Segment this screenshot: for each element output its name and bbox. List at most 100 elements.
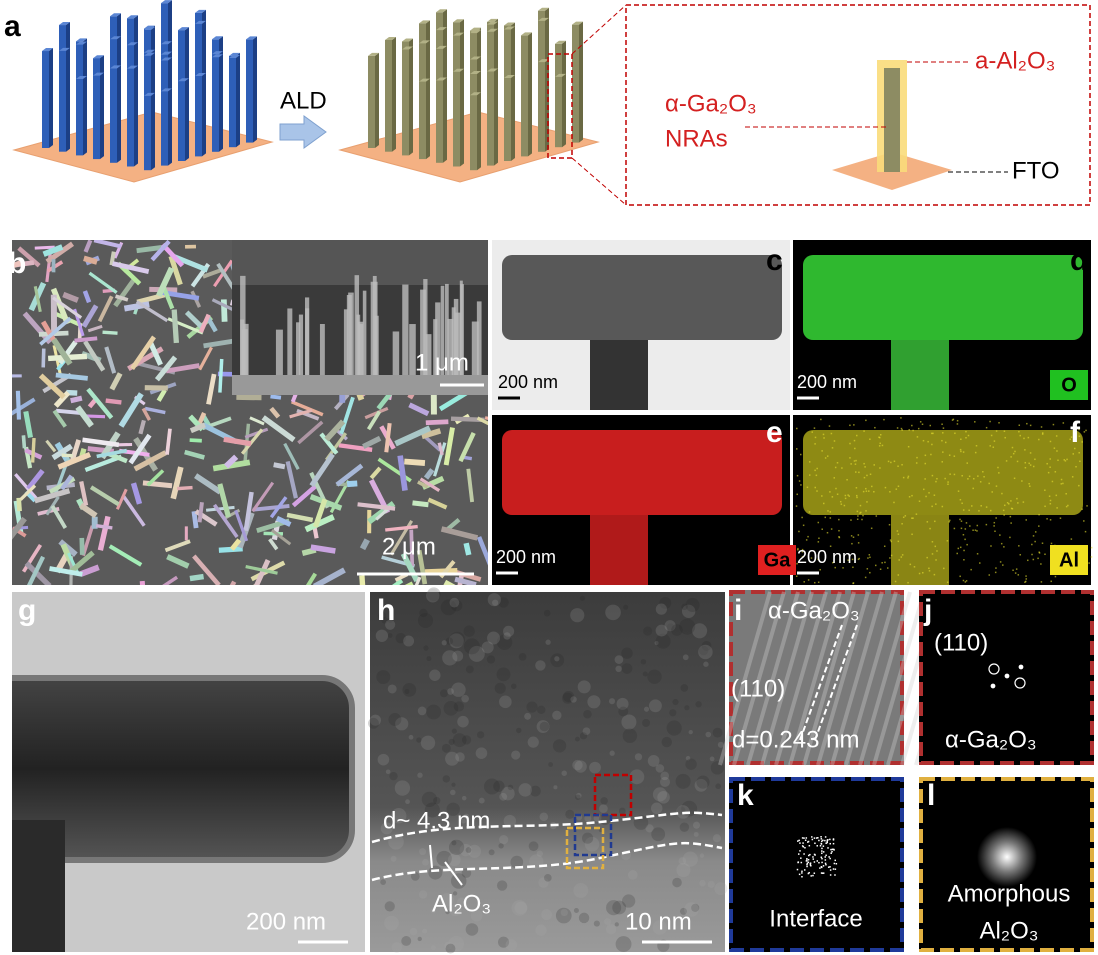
fft-speckle: [802, 842, 804, 844]
speckle: [926, 556, 928, 559]
speckle: [1057, 459, 1059, 462]
texture: [436, 850, 452, 867]
speckle: [851, 542, 853, 545]
fft-speckle: [812, 858, 815, 860]
nanorod: [83, 255, 98, 265]
nanorod: [55, 372, 88, 381]
speckle: [819, 568, 821, 571]
fft-speckle: [798, 839, 800, 842]
speckle: [856, 510, 859, 513]
texture: [447, 853, 461, 867]
nanorod: [443, 427, 455, 466]
fft-speckle: [827, 839, 829, 841]
texture: [685, 598, 700, 613]
nanorod: [270, 529, 292, 546]
speckle: [862, 514, 864, 517]
nanorod: [424, 435, 442, 452]
speckle: [1054, 575, 1057, 578]
texture: [459, 843, 472, 857]
highlight-box: [547, 53, 573, 159]
speckle: [988, 482, 990, 485]
speckle: [1041, 542, 1044, 544]
texture: [582, 832, 594, 844]
speckle: [820, 418, 822, 421]
nanorod-top: [161, 51, 172, 55]
fft-speckle: [803, 853, 805, 855]
nanorod: [291, 482, 319, 508]
inset-image: [729, 777, 904, 952]
speckle: [888, 523, 891, 526]
speckle: [821, 495, 823, 497]
nanorod: [191, 511, 199, 529]
arrow: [279, 115, 327, 149]
panel-label: l: [927, 779, 935, 812]
speckle: [865, 490, 868, 492]
texture: [622, 894, 636, 908]
speckle: [838, 529, 840, 532]
fft-speckle: [824, 836, 827, 838]
speckle: [965, 430, 967, 433]
speckle: [1053, 447, 1056, 449]
speckle: [826, 455, 829, 457]
nanorod-side: [117, 65, 121, 163]
speckle: [1074, 433, 1077, 436]
speckle: [998, 422, 1000, 424]
texture: [376, 670, 391, 685]
texture: [496, 880, 508, 891]
speckle: [947, 481, 949, 483]
speckle: [990, 434, 993, 437]
fft-speckle: [813, 837, 816, 839]
nanorod: [212, 459, 251, 472]
speckle: [814, 443, 816, 445]
nanorod: [83, 240, 93, 253]
fft-speckle: [826, 840, 828, 843]
speckle: [834, 466, 837, 469]
speckle: [1040, 581, 1043, 583]
inset-sky: [232, 240, 488, 285]
nanorod: [354, 275, 360, 375]
speckle: [838, 536, 840, 538]
speckle: [1078, 435, 1081, 438]
texture: [574, 760, 587, 773]
nanorod-top: [419, 78, 430, 82]
fft-speckle: [803, 869, 806, 871]
texture: [655, 764, 665, 773]
fft-speckle: [832, 839, 835, 841]
speckle: [1032, 558, 1035, 561]
nanorod: [312, 498, 328, 528]
speckle: [866, 474, 868, 477]
speckle: [916, 456, 918, 459]
lattice-fringe: [872, 591, 926, 766]
nanorod-top: [521, 32, 532, 36]
speckle: [867, 557, 869, 559]
speckle: [1025, 575, 1027, 577]
speckle: [964, 538, 966, 541]
speckle: [1072, 453, 1075, 455]
speckle: [1055, 494, 1058, 497]
texture: [616, 697, 629, 710]
texture: [445, 943, 456, 954]
speckle: [971, 505, 973, 507]
fft-speckle: [817, 837, 819, 839]
nanorod: [96, 448, 128, 459]
nanorod-top: [110, 13, 121, 17]
speckle: [1011, 507, 1014, 510]
nanorod-top: [436, 9, 447, 13]
fft-speckle: [834, 868, 837, 870]
texture: [514, 901, 528, 915]
nanorod: [412, 500, 429, 508]
speckle: [951, 419, 954, 421]
speckle: [927, 440, 929, 443]
speckle: [964, 528, 967, 530]
nanorod-top: [229, 52, 240, 56]
nanorod: [451, 307, 456, 375]
texture: [481, 641, 494, 654]
texture: [496, 667, 511, 682]
speckle: [959, 546, 962, 549]
texture: [524, 712, 532, 720]
texture: [692, 623, 708, 639]
nanorod: [391, 578, 404, 585]
speckle: [995, 430, 998, 432]
speckle: [944, 477, 946, 480]
texture: [394, 780, 411, 796]
